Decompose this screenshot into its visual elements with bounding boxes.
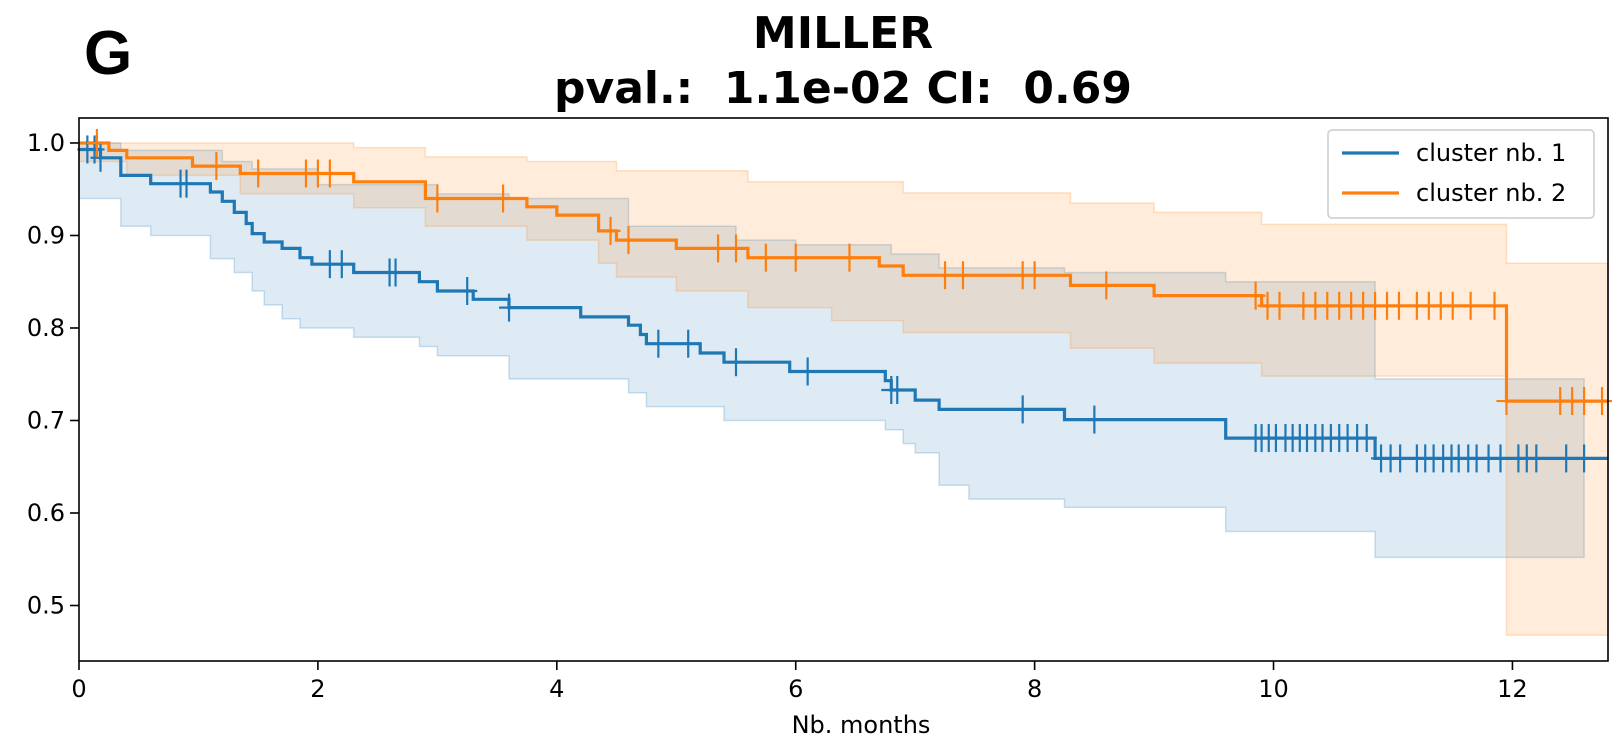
censor-mark-cluster-1: [176, 169, 197, 198]
legend: cluster nb. 1 cluster nb. 2: [1327, 129, 1595, 219]
y-tick-label: 0.9: [27, 221, 65, 249]
y-tick-label: 0.8: [27, 314, 65, 342]
y-tick-label: 0.7: [27, 406, 65, 434]
censor-mark-cluster-1: [1390, 444, 1411, 473]
chart-subtitle: pval.: 1.1e-02 CI: 0.69: [554, 63, 1132, 114]
censor-mark-cluster-2: [493, 184, 514, 213]
legend-label-cluster-1: cluster nb. 1: [1416, 139, 1566, 167]
x-axis: 0 2 4 6 8 10 12: [71, 661, 1528, 703]
y-tick-label: 0.5: [27, 591, 65, 619]
censor-mark-cluster-2: [86, 128, 107, 157]
censor-mark-cluster-2: [206, 152, 227, 181]
censor-mark-cluster-2: [1460, 291, 1481, 320]
censor-mark-cluster-1: [1084, 405, 1105, 434]
plot-frame: [78, 117, 1609, 662]
x-axis-label: Nb. months: [792, 711, 931, 739]
censor-mark-cluster-2: [1496, 387, 1517, 416]
ci-band-cluster-1: [78, 142, 1585, 559]
censor-mark-cluster-2: [427, 184, 448, 213]
censor-mark-cluster-1: [1556, 444, 1577, 473]
censor-mark-cluster-1: [887, 375, 908, 404]
censor-mark-cluster-1: [1490, 444, 1511, 473]
y-tick-label: 0.6: [27, 499, 65, 527]
censor-mark-cluster-1: [725, 348, 746, 377]
legend-label-cluster-2: cluster nb. 2: [1416, 179, 1566, 207]
censor-mark-cluster-1: [678, 329, 699, 358]
censor-mark-cluster-1: [331, 250, 352, 279]
censor-mark-cluster-2: [725, 234, 746, 263]
censor-mark-cluster-2: [1574, 387, 1595, 416]
censor-mark-cluster-1: [797, 357, 818, 386]
x-tick-label: 4: [549, 675, 564, 703]
censor-mark-cluster-2: [952, 261, 973, 290]
censor-mark-cluster-1: [1356, 424, 1377, 453]
censor-mark-cluster-2: [755, 243, 776, 272]
x-tick-label: 8: [1027, 675, 1042, 703]
censor-mark-cluster-1: [499, 293, 520, 322]
ci-band-cluster-2: [78, 142, 1609, 636]
x-tick-label: 12: [1497, 675, 1528, 703]
y-axis: 0.5 0.6 0.7 0.8 0.9 1.0: [27, 129, 79, 619]
censor-mark-cluster-1: [1574, 444, 1595, 473]
x-tick-label: 10: [1258, 675, 1289, 703]
censor-mark-cluster-2: [1388, 291, 1409, 320]
censor-mark-cluster-2: [1484, 291, 1505, 320]
censor-mark-cluster-2: [600, 216, 621, 245]
chart-title: MILLER: [753, 8, 933, 59]
censor-mark-cluster-2: [839, 243, 860, 272]
censor-mark-cluster-2: [935, 261, 956, 290]
censor-mark-cluster-2: [1096, 271, 1117, 300]
y-tick-label: 1.0: [27, 129, 65, 157]
censor-mark-cluster-2: [785, 243, 806, 272]
censor-mark-cluster-2: [708, 234, 729, 263]
censor-mark-cluster-1: [1526, 444, 1547, 473]
censor-mark-cluster-2: [1442, 291, 1463, 320]
censor-mark-cluster-2: [1245, 281, 1266, 310]
censor-mark-cluster-1: [648, 329, 669, 358]
censor-mark-cluster-1: [457, 276, 478, 305]
censor-mark-cluster-1: [1012, 395, 1033, 424]
censor-mark-cluster-2: [1269, 291, 1290, 320]
x-tick-label: 0: [71, 675, 86, 703]
censor-mark-cluster-1: [90, 143, 111, 172]
x-tick-label: 6: [788, 675, 803, 703]
censor-mark-cluster-2: [319, 159, 340, 188]
censor-mark-cluster-1: [385, 258, 406, 287]
censor-marks: [77, 128, 1613, 473]
x-tick-label: 2: [310, 675, 325, 703]
censor-mark-cluster-2: [618, 226, 639, 255]
censor-mark-cluster-2: [248, 159, 269, 188]
confidence-bands: [78, 142, 1609, 636]
panel-letter: G: [84, 19, 132, 88]
censor-mark-cluster-2: [1024, 261, 1045, 290]
